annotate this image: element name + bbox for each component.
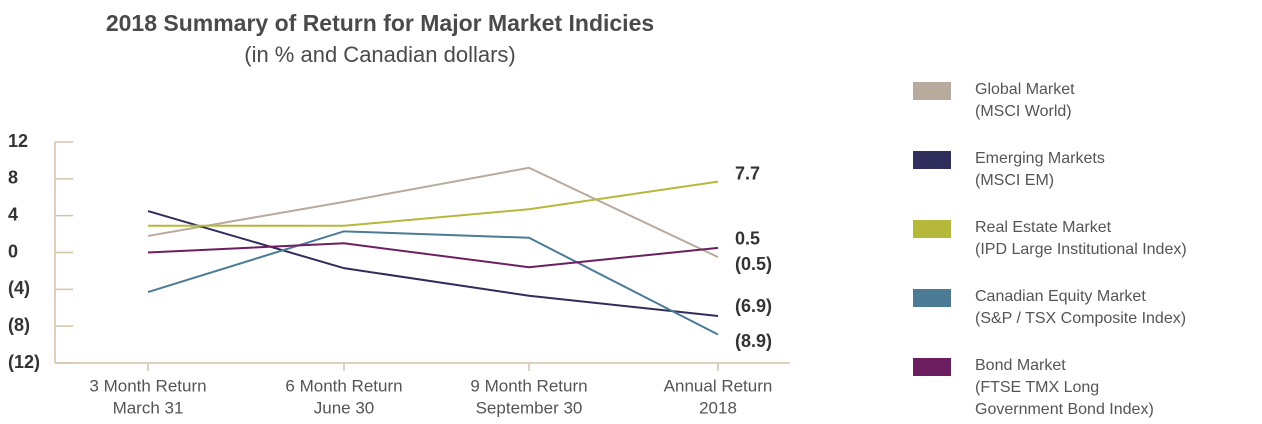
legend-swatch	[913, 151, 951, 169]
series-line	[147, 242, 719, 269]
chart-subtitle: (in % and Canadian dollars)	[244, 42, 516, 67]
x-tick-label: Annual Return	[664, 376, 773, 395]
x-tick-label: March 31	[113, 398, 184, 417]
value-label: (0.5)	[735, 254, 772, 274]
legend-swatch	[913, 82, 951, 100]
y-tick-label: (12)	[8, 352, 40, 372]
x-tick-label: 6 Month Return	[285, 376, 402, 395]
legend-description: Government Bond Index)	[975, 401, 1154, 418]
x-tick-label: 3 Month Return	[89, 376, 206, 395]
legend-label: Emerging Markets	[975, 150, 1105, 167]
legend-description: (S&P / TSX Composite Index)	[975, 310, 1186, 327]
legend-description: (FTSE TMX Long	[975, 379, 1099, 396]
legend-label: Real Estate Market	[975, 219, 1112, 236]
x-tick-label: June 30	[314, 398, 375, 417]
y-tick-label: 4	[8, 204, 18, 224]
legend-swatch	[913, 358, 951, 376]
y-tick-label: 12	[8, 131, 28, 151]
series-line	[147, 230, 719, 336]
chart-title: 2018 Summary of Return for Major Market …	[106, 10, 654, 36]
series-line	[147, 166, 719, 259]
value-label: 7.7	[735, 163, 760, 183]
legend-description: (IPD Large Institutional Index)	[975, 241, 1187, 258]
value-label: 0.5	[735, 229, 760, 249]
legend-label: Bond Market	[975, 357, 1066, 374]
y-tick-label: 0	[8, 241, 18, 261]
legend-label: Canadian Equity Market	[975, 288, 1146, 305]
series-line	[148, 180, 719, 227]
legend-description: (MSCI EM)	[975, 172, 1054, 189]
legend-label: Global Market	[975, 81, 1075, 98]
series-line	[147, 210, 719, 318]
y-tick-label: 8	[8, 168, 18, 188]
x-tick-label: 9 Month Return	[470, 376, 587, 395]
value-label: (6.9)	[735, 296, 772, 316]
y-tick-label: (8)	[8, 315, 30, 335]
legend-swatch	[913, 220, 951, 238]
x-tick-label: September 30	[476, 398, 583, 417]
legend-description: (MSCI World)	[975, 103, 1072, 120]
value-label: (8.9)	[735, 331, 772, 351]
legend-swatch	[913, 289, 951, 307]
y-tick-label: (4)	[8, 278, 30, 298]
x-tick-label: 2018	[699, 398, 737, 417]
